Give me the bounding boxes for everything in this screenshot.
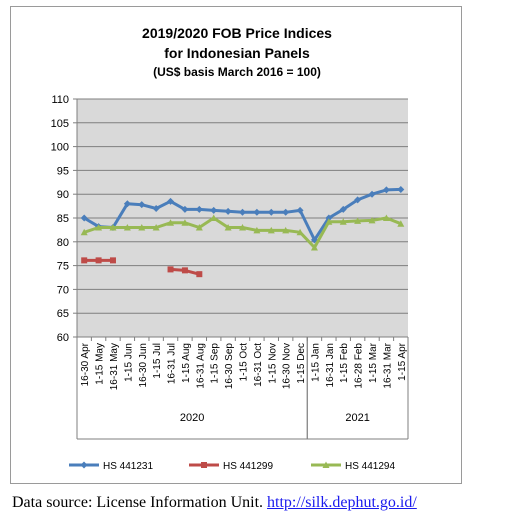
x-tick-label: 1-15 Jul xyxy=(152,343,163,379)
data-point-hs-441299 xyxy=(181,267,188,274)
x-tick-label: 1-15 Sep xyxy=(210,343,221,384)
y-tick-label: 90 xyxy=(57,189,69,201)
data-point-hs-441294 xyxy=(325,218,333,225)
x-tick-label: 16-31 Jan xyxy=(325,343,336,387)
y-tick-label: 110 xyxy=(51,94,69,106)
data-point-hs-441294 xyxy=(239,224,246,231)
data-point-hs-441294 xyxy=(253,226,261,234)
data-point-hs-441294 xyxy=(354,217,362,224)
data-point-hs-441299 xyxy=(109,257,116,264)
source-text: Data source: License Information Unit. xyxy=(12,494,264,511)
x-tick-label: 1-15 Jun xyxy=(123,343,134,382)
legend-marker-hs-441294 xyxy=(322,461,330,468)
data-point-hs-441231 xyxy=(181,205,189,213)
line-chart: 60 65 70 75 80 85 90 95 100 105 110 16-30 Apr 1-15 M… xyxy=(51,94,409,472)
chart-frame: 2019/2020 FOB Price Indices for Indonesi… xyxy=(10,6,462,484)
data-point-hs-441231 xyxy=(138,201,146,209)
data-point-hs-441299 xyxy=(196,271,203,278)
data-point-hs-441294 xyxy=(397,220,405,227)
data-point-hs-441299 xyxy=(95,257,102,264)
y-tick-label: 100 xyxy=(51,142,69,154)
x-tick-label: 1-15 Mar xyxy=(368,342,379,383)
data-point-hs-441294 xyxy=(310,244,318,251)
data-point-hs-441231 xyxy=(354,196,362,204)
data-point-hs-441294 xyxy=(95,224,103,231)
x-tick-label: 16-30 Sep xyxy=(224,343,235,390)
y-tick-label: 85 xyxy=(57,213,69,225)
x-tick-label: 16-31 Jul xyxy=(167,343,178,384)
y-tick-label: 70 xyxy=(57,284,69,296)
data-point-hs-441294 xyxy=(282,226,290,234)
legend-label-hs-441231: HS 441231 xyxy=(103,461,153,472)
x-tick-label: 16-30 Jun xyxy=(138,343,149,387)
data-point-hs-441231 xyxy=(368,190,376,198)
x-tick-label: 16-31 Mar xyxy=(382,342,393,388)
x-tick-label: 16-30 Nov xyxy=(282,343,293,389)
year-group-label: 2020 xyxy=(180,412,204,424)
y-tick-label: 75 xyxy=(57,261,69,273)
x-tick-label: 16-31 Oct xyxy=(253,343,264,387)
x-tick-label: 1-15 Apr xyxy=(397,342,408,380)
source-link[interactable]: http://silk.dephut.go.id/ xyxy=(267,494,417,511)
x-tick-label: 16-30 Apr xyxy=(80,342,91,386)
data-point-hs-441294 xyxy=(123,224,131,231)
data-point-hs-441231 xyxy=(210,206,218,214)
legend-label-hs-441294: HS 441294 xyxy=(345,461,395,472)
data-point-hs-441231 xyxy=(239,208,246,216)
data-point-hs-441294 xyxy=(296,228,304,236)
x-tick-label: 1-15 Nov xyxy=(267,343,278,384)
x-tick-label: 16-31 May xyxy=(109,343,120,390)
data-point-hs-441294 xyxy=(195,224,203,231)
data-point-hs-441231 xyxy=(325,214,333,222)
data-point-hs-441231 xyxy=(339,205,347,213)
data-point-hs-441299 xyxy=(167,266,174,273)
data-point-hs-441294 xyxy=(167,219,175,226)
data-point-hs-441231 xyxy=(282,208,290,216)
data-point-hs-441231 xyxy=(397,185,405,193)
x-tick-label: 1-15 Oct xyxy=(239,343,250,382)
data-point-hs-441294 xyxy=(138,224,146,231)
y-tick-label: 105 xyxy=(51,118,69,130)
x-tick-label: 1-15 Jan xyxy=(310,343,321,382)
data-point-hs-441294 xyxy=(339,218,347,225)
x-tick-label: 1-15 May xyxy=(95,343,106,385)
x-tick-label: 16-31 Aug xyxy=(195,343,206,389)
x-tick-label: 1-15 Feb xyxy=(339,343,350,383)
data-point-hs-441231 xyxy=(80,214,88,222)
data-point-hs-441294 xyxy=(267,226,275,234)
data-point-hs-441294 xyxy=(210,214,218,221)
chart-subtitle: for Indonesian Panels xyxy=(164,45,310,61)
x-tick-label: 1-15 Dec xyxy=(296,343,307,384)
year-group-label: 2021 xyxy=(345,412,369,424)
data-point-hs-441231 xyxy=(152,204,160,212)
data-point-hs-441231 xyxy=(123,200,131,208)
data-point-hs-441231 xyxy=(253,208,261,216)
data-point-hs-441299 xyxy=(81,257,88,264)
data-point-hs-441294 xyxy=(80,228,88,236)
data-point-hs-441294 xyxy=(224,224,232,231)
x-tick-label: 1-15 Aug xyxy=(181,343,192,383)
y-tick-label: 65 xyxy=(57,308,69,320)
data-point-hs-441231 xyxy=(296,206,304,214)
x-tick-label: 16-28 Feb xyxy=(354,343,365,389)
y-tick-label: 95 xyxy=(57,165,69,177)
data-point-hs-441231 xyxy=(224,207,232,215)
data-point-hs-441294 xyxy=(109,224,117,231)
legend-marker-hs-441231 xyxy=(80,461,88,469)
source-line: Data source: License Information Unit. h… xyxy=(12,494,417,512)
data-point-hs-441231 xyxy=(167,197,175,205)
data-point-hs-441294 xyxy=(382,214,390,221)
data-point-hs-441294 xyxy=(181,219,189,226)
chart-note: (US$ basis March 2016 = 100) xyxy=(153,65,321,79)
data-point-hs-441231 xyxy=(382,186,390,194)
legend-label-hs-441299: HS 441299 xyxy=(223,461,273,472)
data-point-hs-441294 xyxy=(152,224,160,231)
data-point-hs-441231 xyxy=(195,205,203,213)
data-point-hs-441294 xyxy=(368,216,376,224)
data-point-hs-441231 xyxy=(267,208,275,216)
chart-title: 2019/2020 FOB Price Indices xyxy=(142,25,332,41)
y-tick-label: 80 xyxy=(57,237,69,249)
legend-marker-hs-441299 xyxy=(201,462,207,468)
y-tick-label: 60 xyxy=(57,332,69,344)
